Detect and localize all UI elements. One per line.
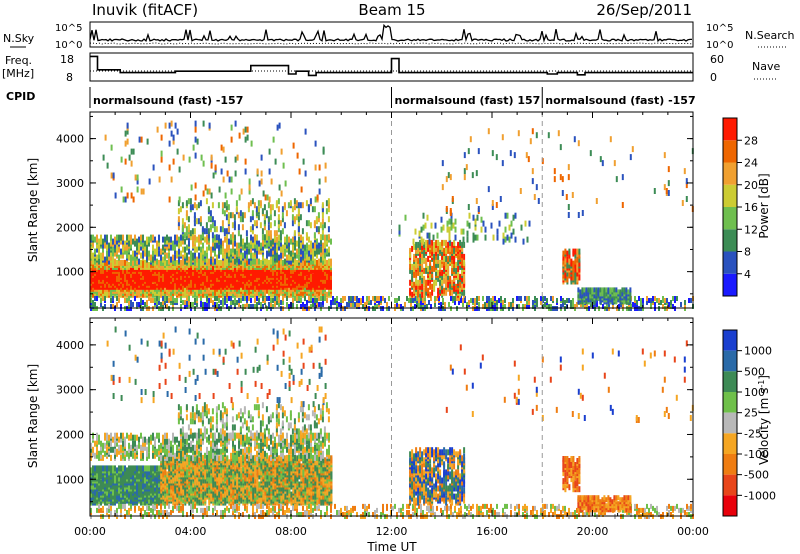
x-tick-label: 00:00 bbox=[74, 525, 106, 538]
colorbar-tick-label: 12 bbox=[744, 223, 758, 236]
velocity-data bbox=[90, 326, 694, 519]
mhz-label: [MHz] bbox=[2, 67, 34, 80]
colorbar-tick-label: -1000 bbox=[744, 489, 776, 502]
velocity-colorbar: 1000 500 100 25 -25 -100 -500 -1000 bbox=[722, 329, 776, 517]
beam-title: Beam 15 bbox=[358, 1, 425, 19]
nsearch-trace bbox=[90, 42, 694, 45]
velocity-panel: 1000 2000 3000 4000 Slant Range [km] 1000 50… bbox=[26, 317, 776, 519]
cpid-segment-label: normalsound (fast) 157 bbox=[395, 94, 541, 107]
nsky-panel: N.Sky 10^5 10^0 10^5 10^0 N.Search bbox=[3, 21, 795, 51]
freq-label: Freq. bbox=[5, 54, 32, 67]
colorbar-swatch bbox=[723, 474, 737, 496]
freq-scale-bottom: 8 bbox=[66, 71, 73, 84]
velocity-colorbar-label: Velocity [m s-1] bbox=[757, 375, 772, 465]
cpid-panel: CPID normalsound (fast) -157 normalsound … bbox=[6, 87, 696, 108]
colorbar-swatch bbox=[723, 207, 737, 230]
cpid-label: CPID bbox=[6, 90, 35, 103]
nsearch-label: N.Search bbox=[745, 29, 795, 42]
colorbar-swatch bbox=[723, 140, 737, 163]
colorbar-tick-label: 4 bbox=[744, 268, 751, 281]
y-tick-label: 4000 bbox=[56, 133, 84, 146]
x-tick-label: 16:00 bbox=[476, 525, 508, 538]
colorbar-tick-label: 500 bbox=[744, 365, 765, 378]
colorbar-tick-label: 25 bbox=[744, 407, 758, 420]
x-axis-label: Time UT bbox=[366, 540, 417, 554]
station-title: Inuvik (fitACF) bbox=[92, 1, 198, 19]
cpid-segment-label: normalsound (fast) -157 bbox=[545, 94, 695, 107]
colorbar-swatch bbox=[723, 118, 737, 141]
colorbar-swatch bbox=[723, 392, 737, 413]
colorbar-swatch bbox=[723, 371, 737, 392]
y-tick-label: 2000 bbox=[56, 221, 84, 234]
colorbar-swatch bbox=[723, 433, 737, 454]
power-colorbar: 4 8 12 16 20 24 28 bbox=[722, 117, 758, 297]
colorbar-tick-label: 20 bbox=[744, 179, 758, 192]
nsearch-scale-top: 10^5 bbox=[706, 23, 733, 34]
freq-scale-top: 18 bbox=[60, 53, 74, 66]
frequency-trace bbox=[90, 55, 693, 77]
x-tick-label: 04:00 bbox=[175, 525, 207, 538]
nsky-trace bbox=[89, 23, 692, 43]
cpid-segment-label: normalsound (fast) -157 bbox=[93, 94, 243, 107]
colorbar-swatch bbox=[723, 273, 737, 296]
velocity-ylabel: Slant Range [km] bbox=[26, 364, 40, 468]
nave-label: Nave bbox=[752, 60, 780, 73]
power-data bbox=[90, 120, 694, 311]
colorbar-swatch bbox=[723, 229, 737, 252]
colorbar-tick-label: -25 bbox=[744, 427, 762, 440]
colorbar-tick-label: 8 bbox=[744, 246, 751, 259]
colorbar-swatch bbox=[723, 495, 737, 516]
colorbar-tick-label: -500 bbox=[744, 469, 769, 482]
colorbar-tick-label: 16 bbox=[744, 201, 758, 214]
colorbar-tick-label: -100 bbox=[744, 448, 769, 461]
y-tick-label: 1000 bbox=[56, 473, 84, 486]
nsky-scale-top: 10^5 bbox=[55, 23, 82, 34]
x-tick-label: 00:00 bbox=[677, 525, 709, 538]
colorbar-tick-label: 24 bbox=[744, 157, 758, 170]
colorbar-tick-label: 28 bbox=[744, 134, 758, 147]
y-tick-label: 3000 bbox=[56, 384, 84, 397]
power-panel: 1000 2000 3000 4000 Slant Range [km] 4 8 12 16… bbox=[26, 111, 771, 311]
nave-scale-bottom: 0 bbox=[710, 71, 717, 84]
colorbar-tick-label: 100 bbox=[744, 386, 765, 399]
colorbar-swatch bbox=[723, 350, 737, 372]
colorbar-swatch bbox=[723, 184, 737, 207]
y-tick-label: 3000 bbox=[56, 177, 84, 190]
nsky-label: N.Sky bbox=[3, 32, 35, 45]
x-tick-label: 08:00 bbox=[275, 525, 307, 538]
colorbar-swatch bbox=[723, 251, 737, 274]
y-tick-label: 1000 bbox=[56, 266, 84, 279]
colorbar-swatch bbox=[723, 412, 737, 434]
nsearch-scale-bottom: 10^0 bbox=[706, 40, 733, 51]
freq-panel: Freq. [MHz] 18 8 60 0 Nave bbox=[2, 52, 780, 84]
x-tick-label: 12:00 bbox=[376, 525, 408, 538]
power-colorbar-label: Power [dB] bbox=[757, 173, 771, 238]
date-title: 26/Sep/2011 bbox=[596, 1, 692, 19]
power-ylabel: Slant Range [km] bbox=[26, 158, 40, 262]
y-tick-label: 2000 bbox=[56, 428, 84, 441]
nave-scale-top: 60 bbox=[710, 53, 724, 66]
colorbar-tick-label: 1000 bbox=[744, 345, 772, 358]
y-tick-label: 4000 bbox=[56, 339, 84, 352]
colorbar-swatch bbox=[723, 454, 737, 475]
colorbar-swatch bbox=[723, 162, 737, 185]
x-tick-label: 20:00 bbox=[577, 525, 609, 538]
nsky-scale-bottom: 10^0 bbox=[55, 40, 82, 51]
colorbar-swatch bbox=[723, 330, 737, 351]
